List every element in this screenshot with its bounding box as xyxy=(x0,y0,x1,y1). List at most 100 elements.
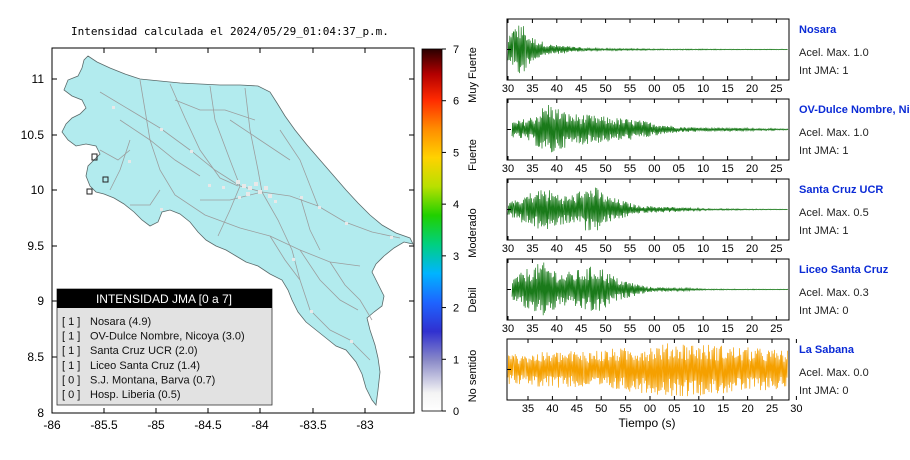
time-tick-label: 50 xyxy=(599,83,611,95)
time-tick-label: 30 xyxy=(790,403,802,415)
colorbar-category-label: Moderado xyxy=(467,208,479,258)
time-tick-label: 05 xyxy=(668,403,680,415)
time-tick-label: 50 xyxy=(599,163,611,175)
time-tick-label: 00 xyxy=(648,163,660,175)
station-marker-nosara xyxy=(86,188,93,195)
legend-station-name: Nosara (4.9) xyxy=(90,316,151,328)
seismogram-trace xyxy=(507,343,788,397)
time-tick-label: 15 xyxy=(721,163,733,175)
legend-station-name: S.J. Montana, Barva (0.7) xyxy=(90,374,215,386)
trace-max-accel: Acel. Max. 0.3 xyxy=(799,287,869,299)
lon-tick-label: -85.5 xyxy=(90,418,118,432)
time-tick-label: 45 xyxy=(575,163,587,175)
time-tick-label: 30 xyxy=(502,243,514,255)
time-tick-label: 50 xyxy=(595,403,607,415)
time-tick-label: 40 xyxy=(551,243,563,255)
time-tick-label: 05 xyxy=(673,323,685,335)
trace-max-accel: Acel. Max. 0.0 xyxy=(799,367,869,379)
time-tick-label: 15 xyxy=(721,323,733,335)
legend-station-name: Hosp. Liberia (0.5) xyxy=(90,389,181,401)
time-tick-label: 45 xyxy=(575,323,587,335)
time-tick-label: 10 xyxy=(697,83,709,95)
trace-station-name: La Sabana xyxy=(799,344,855,356)
time-tick-label: 45 xyxy=(575,83,587,95)
lon-tick-label: -83.5 xyxy=(299,418,327,432)
trace-panel: 30 35 40 45 50 55 00 05 10 15 20 25 Santa Cruz UCR Ac… xyxy=(502,178,883,255)
colorbar-category-label: Fuerte xyxy=(467,139,479,171)
trace-station-name: Liceo Santa Cruz xyxy=(799,264,889,276)
colorbar-tick-label: 2 xyxy=(453,303,459,315)
trace-max-accel: Acel. Max. 1.0 xyxy=(799,127,869,139)
lat-tick-label: 8.5 xyxy=(27,350,44,364)
time-tick-label: 25 xyxy=(770,163,782,175)
time-tick-label: 15 xyxy=(717,403,729,415)
time-tick-label: 40 xyxy=(551,163,563,175)
time-tick-label: 25 xyxy=(766,403,778,415)
trace-max-accel: Acel. Max. 1.0 xyxy=(799,47,869,59)
intensity-legend: INTENSIDAD JMA [0 a 7] [ 1 ] Nosara (4.9)… xyxy=(56,288,273,406)
intensity-colorbar: 0 1 2 3 4 5 6 7 No sentido Debil Moderado Fuerte Mu… xyxy=(421,44,479,418)
trace-station-name: OV-Dulce Nombre, Nicoya xyxy=(799,104,910,116)
legend-jma-value: [ 1 ] xyxy=(62,360,80,372)
time-tick-label: 20 xyxy=(746,323,758,335)
time-tick-label: 05 xyxy=(673,83,685,95)
trace-jma-intensity: Int JMA: 0 xyxy=(799,305,849,317)
station-marker-santa-cruz xyxy=(91,153,98,161)
lat-tick-label: 11 xyxy=(32,72,45,86)
legend-jma-value: [ 0 ] xyxy=(62,389,80,401)
legend-jma-value: [ 1 ] xyxy=(62,316,80,328)
colorbar-tick-label: 4 xyxy=(453,199,459,211)
station-markers xyxy=(86,153,109,195)
legend-station-name: OV-Dulce Nombre, Nicoya (3.0) xyxy=(90,331,245,343)
colorbar-tick-label: 6 xyxy=(453,96,459,108)
lat-tick-label: 9.5 xyxy=(27,239,44,253)
time-tick-label: 05 xyxy=(673,243,685,255)
time-tick-label: 55 xyxy=(624,243,636,255)
time-tick-label: 10 xyxy=(697,163,709,175)
trace-panel: 30 35 40 45 50 55 00 05 10 15 20 25 Nosara Acel. Max.… xyxy=(502,18,869,95)
lon-tick-label: -84 xyxy=(251,418,269,432)
colorbar-category-label: Debil xyxy=(467,287,479,312)
time-tick-label: 25 xyxy=(770,243,782,255)
seismogram-panels: 30 35 40 45 50 55 00 05 10 15 20 25 Nosara Acel. Max.… xyxy=(502,18,910,415)
time-tick-label: 10 xyxy=(693,403,705,415)
colorbar-tick-label: 3 xyxy=(453,251,459,263)
seismogram-trace xyxy=(507,25,788,74)
time-tick-label: 10 xyxy=(697,243,709,255)
seismogram-trace xyxy=(507,187,788,231)
trace-station-name: Santa Cruz UCR xyxy=(799,184,883,196)
colorbar-tick-label: 7 xyxy=(453,44,459,56)
time-tick-label: 35 xyxy=(526,323,538,335)
station-marker-nicoya xyxy=(102,176,109,183)
map-title: Intensidad calculada el 2024/05/29_01:04… xyxy=(71,25,389,38)
trace-panel: 30 35 40 45 50 55 00 05 10 15 20 25 Liceo Santa Cruz… xyxy=(502,258,889,335)
seismogram-trace xyxy=(511,104,789,153)
lon-tick-label: -83 xyxy=(356,418,374,432)
time-tick-label: 15 xyxy=(721,83,733,95)
time-tick-label: 50 xyxy=(599,323,611,335)
time-tick-label: 15 xyxy=(721,243,733,255)
time-tick-label: 20 xyxy=(746,243,758,255)
time-tick-label: 00 xyxy=(644,403,656,415)
time-tick-label: 30 xyxy=(502,163,514,175)
time-tick-label: 45 xyxy=(571,403,583,415)
lon-tick-label: -86 xyxy=(43,418,61,432)
lon-tick-label: -85 xyxy=(147,418,165,432)
costa-rica-landmass xyxy=(61,55,414,406)
time-tick-label: 05 xyxy=(673,163,685,175)
time-tick-label: 30 xyxy=(502,83,514,95)
legend-jma-value: [ 0 ] xyxy=(62,374,80,386)
legend-station-name: Liceo Santa Cruz (1.4) xyxy=(90,360,200,372)
trace-station-name: Nosara xyxy=(799,24,837,36)
time-tick-label: 20 xyxy=(746,83,758,95)
time-tick-label: 00 xyxy=(648,243,660,255)
colorbar-tick-label: 1 xyxy=(453,354,459,366)
time-tick-label: 35 xyxy=(522,403,534,415)
trace-jma-intensity: Int JMA: 1 xyxy=(799,65,849,77)
map-axes: -86 -85.5 -85 -84.5 -84 -83.5 -83 11 10.5 10 9.5 9 8… xyxy=(21,48,414,432)
colorbar-category-label: No sentido xyxy=(467,350,479,403)
time-tick-label: 35 xyxy=(526,163,538,175)
time-tick-label: 20 xyxy=(741,403,753,415)
trace-jma-intensity: Int JMA: 0 xyxy=(799,385,849,397)
time-tick-label: 40 xyxy=(546,403,558,415)
